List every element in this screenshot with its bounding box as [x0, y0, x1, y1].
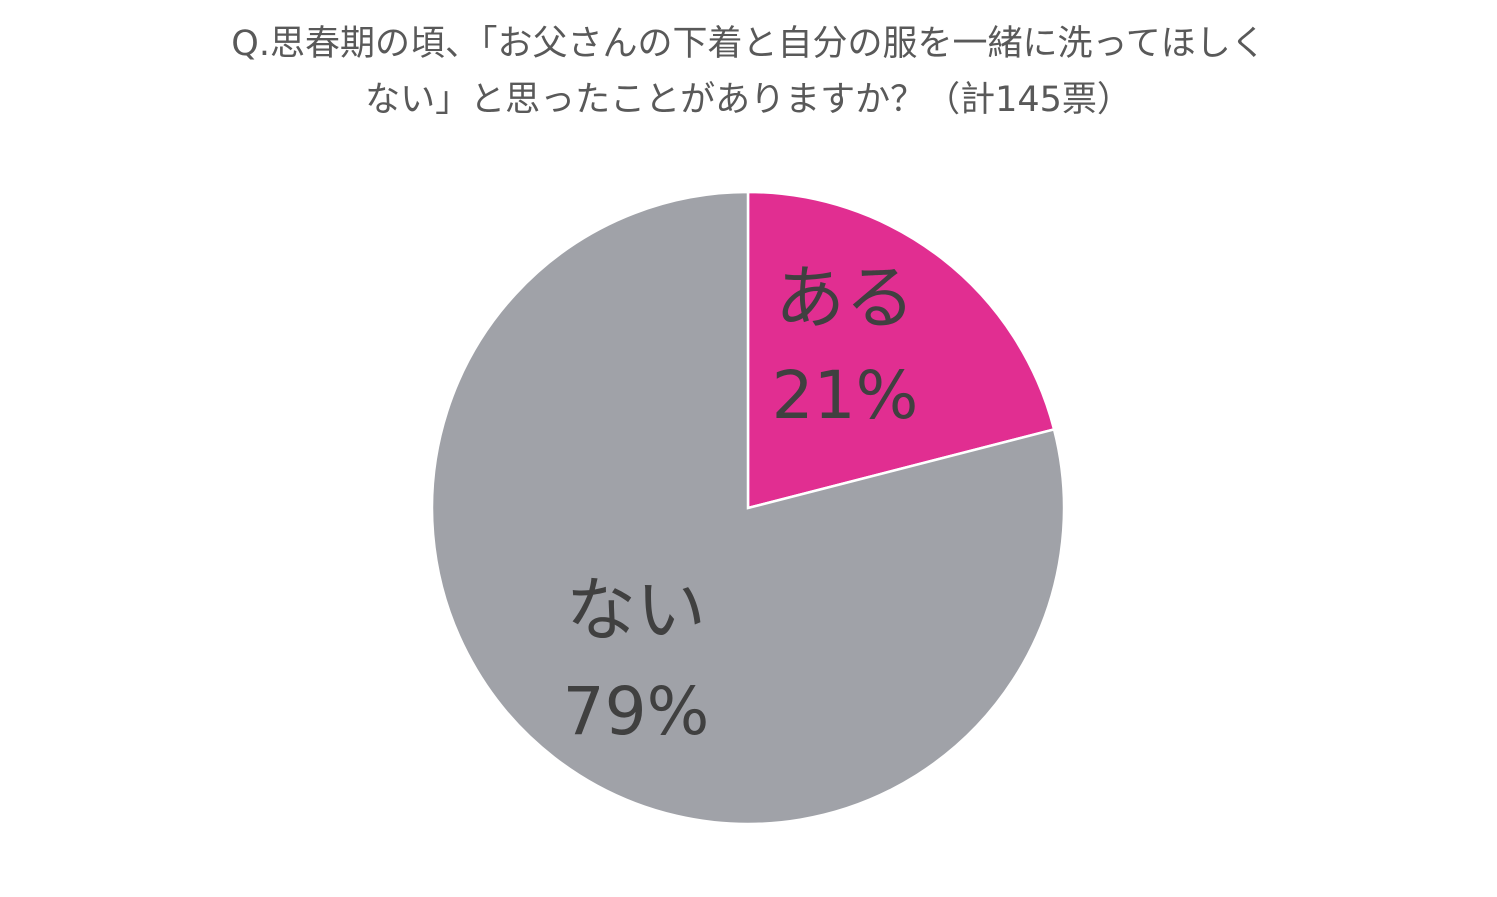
pie-slice-value-0: 21% [772, 357, 919, 434]
chart-title-line-1: Q.思春期の頃、「お父さんの下着と自分の服を一緒に洗ってほしく [231, 24, 1266, 64]
pie-slice-1 [430, 190, 1066, 826]
pie-labels: ある 21% ない 79% [563, 257, 919, 750]
pie-slices [430, 190, 1066, 826]
chart-title: Q.思春期の頃、「お父さんの下着と自分の服を一緒に洗ってほしく ない」と思ったこ… [0, 16, 1497, 128]
pie-slice-label-1: ない [566, 569, 706, 651]
pie-slice-value-1: 79% [563, 673, 710, 750]
pie-slice-0 [746, 190, 1056, 510]
pie-slice-label-0: ある [775, 257, 915, 339]
chart-title-line-2: ない」と思ったことがありますか？（計145票） [365, 80, 1132, 120]
